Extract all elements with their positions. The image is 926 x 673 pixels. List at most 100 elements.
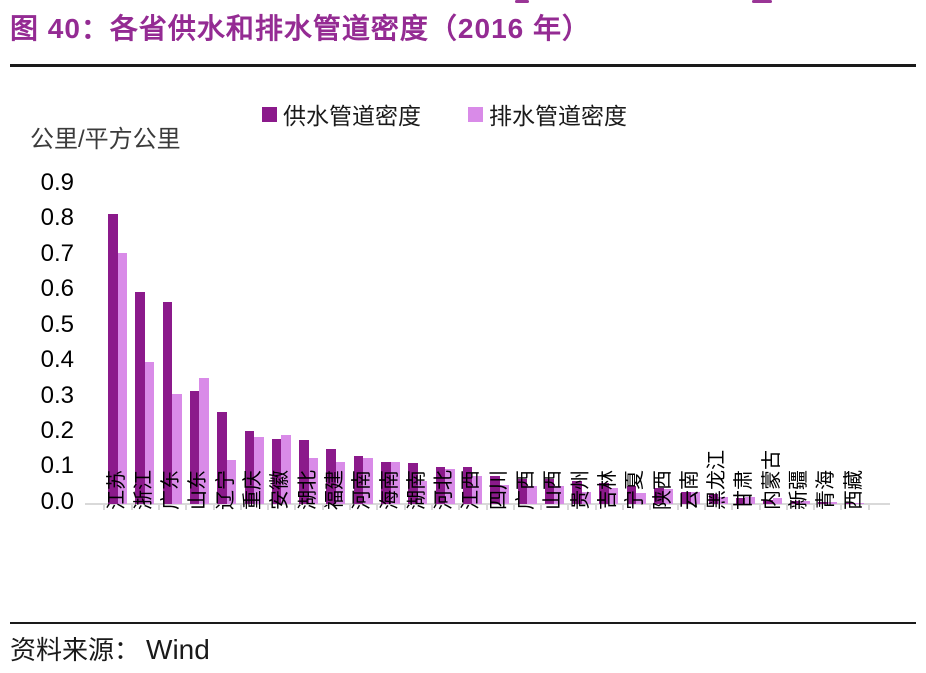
bar-supply-23: [708, 494, 719, 504]
y-tick-label: 0.9: [40, 169, 74, 196]
bar-supply-8: [299, 440, 309, 504]
y-tick-label: 0.1: [40, 452, 74, 480]
bar-drainage-16: [527, 486, 537, 504]
x-axis-tick: [103, 504, 106, 510]
x-axis-line: [85, 503, 890, 505]
bar-drainage-17: [554, 485, 564, 504]
x-axis-tick: [157, 504, 160, 510]
x-axis-tick: [349, 504, 351, 510]
bar-supply-11: [381, 461, 391, 504]
source-label: 资料来源：: [10, 636, 141, 665]
x-axis-tick: [267, 504, 270, 510]
bar-supply-5: [217, 412, 227, 504]
bar-supply-24: [735, 498, 746, 504]
bar-drainage-22: [690, 491, 701, 504]
x-axis-tick: [731, 504, 734, 510]
source-divider: [10, 622, 916, 624]
y-tick-label: 0.2: [40, 417, 74, 444]
clipped-text-artifact: [515, 0, 529, 3]
x-axis-tick: [567, 504, 570, 510]
x-axis-tick: [239, 504, 242, 510]
bar-supply-7: [271, 438, 282, 504]
bar-drainage-15: [499, 484, 510, 504]
x-axis-tick: [622, 504, 624, 510]
bar-supply-28: [845, 503, 855, 504]
x-axis-tick: [185, 504, 188, 510]
x-axis-tick: [540, 504, 543, 510]
bar-drainage-4: [199, 378, 209, 504]
bar-drainage-3: [172, 394, 182, 504]
bar-drainage-5: [226, 459, 237, 504]
legend-item-supply: 供水管道密度: [262, 101, 421, 129]
y-tick-label: 0.3: [40, 381, 74, 409]
y-tick-label: 0.6: [40, 275, 74, 303]
source-row: 资料来源： Wind: [10, 630, 210, 667]
x-axis-tick: [485, 504, 488, 510]
bar-supply-15: [490, 475, 500, 504]
x-axis-tick: [294, 504, 297, 510]
bar-supply-9: [326, 449, 336, 504]
plot-area: 江苏浙江广东山东辽宁重庆安徽湖北福建河南海南湖南河北江西四川广西山西贵州吉林宁夏…: [85, 158, 890, 510]
bar-drainage-10: [363, 458, 373, 504]
bar-drainage-18: [581, 492, 592, 504]
bar-supply-20: [626, 486, 637, 504]
bar-supply-17: [544, 478, 555, 504]
x-axis-tick: [458, 504, 461, 510]
bar-drainage-8: [308, 458, 319, 504]
x-axis-tick: [376, 504, 379, 510]
source-value: Wind: [146, 634, 210, 665]
bar-supply-14: [462, 466, 473, 504]
bar-drainage-26: [800, 500, 810, 504]
bar-supply-16: [517, 478, 527, 504]
bar-drainage-13: [445, 468, 455, 504]
bar-drainage-27: [827, 501, 837, 504]
bar-supply-10: [353, 456, 364, 504]
bar-supply-6: [244, 431, 254, 504]
bar-supply-1: [108, 213, 118, 504]
title-divider: [10, 64, 916, 67]
bar-drainage-2: [144, 362, 155, 504]
x-axis-tick: [703, 504, 706, 510]
x-axis-tick: [649, 504, 652, 510]
bar-supply-27: [817, 502, 828, 504]
x-axis-tick: [676, 504, 679, 510]
bar-supply-19: [599, 482, 609, 504]
y-tick-label: 0.8: [40, 204, 74, 232]
bar-supply-3: [162, 302, 173, 504]
legend-swatch-supply: [262, 106, 277, 122]
x-axis-tick: [212, 504, 215, 510]
bar-drainage-25: [772, 498, 783, 504]
bar-supply-21: [654, 488, 664, 504]
legend-item-drainage: 排水管道密度: [468, 101, 627, 129]
bar-supply-4: [189, 390, 200, 504]
bar-supply-18: [572, 481, 582, 504]
clipped-text-artifact: [752, 0, 772, 3]
bar-supply-12: [408, 463, 418, 504]
x-axis-tick: [785, 504, 788, 510]
bar-drainage-24: [745, 497, 755, 504]
bar-drainage-23: [718, 496, 728, 504]
x-axis-tick: [403, 504, 406, 510]
bar-drainage-20: [636, 493, 646, 504]
y-tick-label: 0.0: [40, 487, 74, 515]
bar-drainage-21: [663, 489, 673, 504]
x-axis-tick: [840, 504, 843, 510]
bar-supply-22: [681, 492, 691, 504]
y-axis-unit-label: 公里/平方公里: [30, 126, 181, 153]
y-tick-label: 0.5: [40, 310, 74, 338]
x-axis-tick: [758, 504, 761, 510]
legend-label-supply: 供水管道密度: [283, 103, 421, 129]
y-tick-label: 0.7: [40, 239, 74, 267]
bar-drainage-7: [281, 435, 291, 504]
bar-supply-25: [763, 499, 773, 504]
bar-supply-26: [790, 501, 800, 504]
bar-drainage-28: [854, 502, 865, 504]
x-axis-tick: [594, 504, 597, 510]
bar-drainage-9: [335, 461, 346, 504]
x-axis-tick: [130, 504, 133, 510]
legend-label-drainage: 排水管道密度: [489, 103, 627, 129]
figure-title: 图 40：各省供水和排水管道密度（2016 年）: [10, 13, 591, 44]
x-axis-tick: [430, 504, 433, 510]
bar-drainage-11: [390, 461, 400, 504]
